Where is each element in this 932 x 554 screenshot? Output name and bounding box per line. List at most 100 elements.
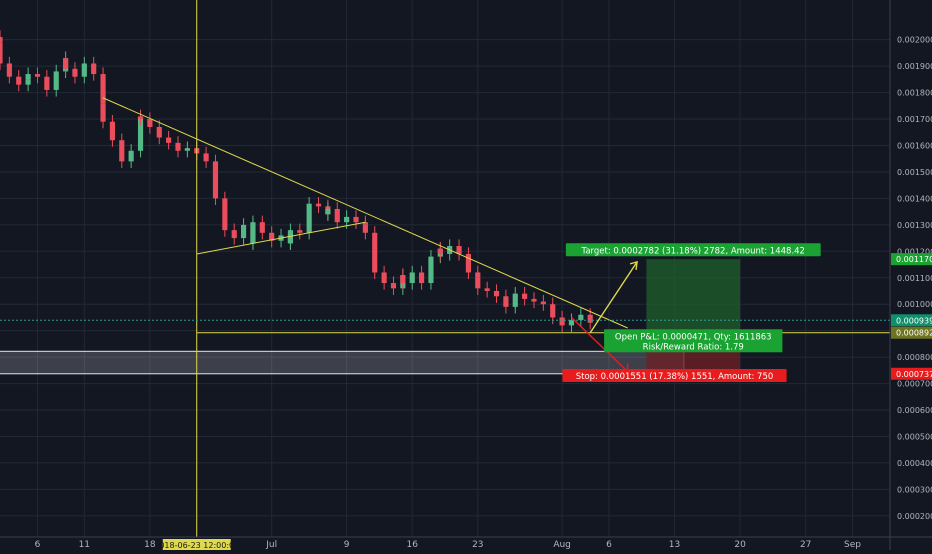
candle-body: [418, 272, 425, 284]
candle-body: [568, 320, 575, 326]
candle-body: [166, 137, 172, 143]
candle-body: [44, 76, 50, 90]
x-tick-label: 9: [344, 540, 350, 550]
y-tick-label: 0.0003000: [897, 485, 932, 494]
candle-body: [587, 314, 593, 323]
candle-body: [297, 230, 303, 233]
x-tick-label: 23: [472, 540, 483, 550]
y-tick-label: 0.0015000: [897, 168, 932, 177]
candle-body: [390, 283, 397, 289]
candle-body: [250, 222, 256, 244]
candles: [0, 30, 593, 332]
price-tag-box: [891, 367, 932, 380]
drawings[interactable]: [0, 0, 890, 537]
stop-label-box: [562, 368, 787, 382]
candle-body: [231, 230, 237, 239]
pnl-box: [604, 329, 783, 353]
y-tick-label: 0.0014000: [897, 194, 932, 203]
candle-body: [493, 290, 500, 297]
candle-body: [6, 63, 12, 77]
price-tag-label: 0.0011704: [896, 255, 932, 264]
price-tag-label: 0.0008922: [896, 329, 932, 338]
price-tag-label: 0.0007371: [896, 370, 932, 379]
candle-body: [503, 296, 509, 307]
candle-body: [456, 246, 462, 254]
candle-body: [306, 203, 312, 233]
candle-body: [325, 208, 331, 215]
candle-body: [400, 275, 406, 284]
y-tick-label: 0.0008000: [897, 353, 932, 362]
candle-body: [409, 272, 415, 284]
stop-arrow: [570, 316, 629, 373]
x-tick-label: Aug: [553, 540, 571, 550]
x-tick-label: 11: [79, 540, 90, 550]
candle-body: [475, 277, 481, 289]
candle-body: [156, 126, 162, 138]
candle-body: [147, 119, 153, 127]
candle-body: [72, 68, 78, 77]
x-tick-label: 6: [606, 540, 612, 550]
price-tag-box: [891, 326, 932, 339]
price-tag-box: [891, 253, 932, 266]
candle-body: [259, 222, 265, 233]
candle-body: [212, 171, 219, 199]
candle-body: [128, 150, 134, 162]
candle-body: [62, 58, 69, 69]
candle-body: [119, 140, 125, 162]
stop-label: Stop: 0.0001551 (17.38%) 1551, Amount: 7…: [576, 372, 774, 382]
y-tick-label: 0.0012000: [897, 247, 932, 256]
y-tick-label: 0.0004000: [897, 459, 932, 468]
candle-body: [559, 317, 565, 326]
target-label-box: [565, 243, 821, 257]
y-tick-label: 0.0016000: [897, 141, 932, 150]
candle-body: [109, 121, 116, 141]
y-tick-label: 0.0010000: [897, 300, 932, 309]
y-tick-label: 0.0019000: [897, 62, 932, 71]
position-labels: Target: 0.0002782 (31.18%) 2782, Amount:…: [562, 243, 821, 382]
target-zone: [646, 259, 741, 333]
grid: [0, 0, 890, 537]
x-tick-label: 18: [144, 540, 156, 550]
x-tick-label: Sep: [844, 540, 861, 550]
candle-body: [484, 288, 490, 291]
candle-body: [175, 145, 181, 151]
candle-body: [578, 314, 584, 321]
x-tick-label: 16: [406, 540, 418, 550]
candle-body: [381, 272, 387, 284]
x-tick-label: 20: [734, 540, 746, 550]
candle-body: [100, 74, 106, 104]
descending-resistance-line: [102, 97, 628, 329]
candle-body: [137, 116, 144, 151]
y-tick-label: 0.0005000: [897, 432, 932, 441]
candle-body: [465, 253, 472, 273]
candle-body: [428, 256, 434, 284]
x-tick-label: 13: [669, 540, 680, 550]
candle-body: [222, 198, 228, 231]
x-tick-label: Jul: [265, 540, 277, 550]
target-label: Target: 0.0002782 (31.18%) 2782, Amount:…: [581, 246, 805, 256]
candle-body: [353, 216, 359, 223]
candle-body: [522, 293, 528, 299]
candle-body: [16, 76, 22, 85]
candle-body: [81, 63, 87, 77]
target-arrow-head: [629, 260, 638, 270]
risk-reward-label: Risk/Reward Ratio: 1.79: [643, 342, 744, 352]
candle-body: [550, 309, 556, 318]
candle-body: [91, 63, 97, 75]
target-arrow: [589, 261, 638, 334]
candle-body: [34, 74, 41, 77]
candle-body: [25, 74, 31, 80]
candle-body: [0, 37, 3, 43]
y-tick-label: 0.0011000: [897, 274, 932, 283]
rising-support-line: [196, 221, 366, 255]
x-tick-label: 27: [800, 540, 811, 550]
candle-body: [240, 224, 247, 239]
candle-body: [437, 248, 443, 254]
y-tick-label: 0.0007000: [897, 380, 932, 389]
x-tick-label: 6: [35, 540, 41, 550]
candle-body: [203, 153, 209, 162]
